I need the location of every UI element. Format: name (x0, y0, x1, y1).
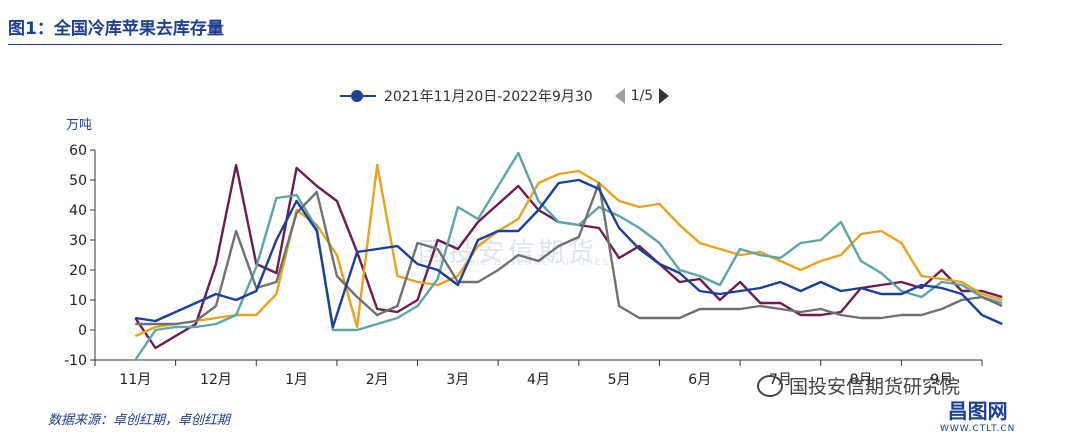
y-tick-label: 60 (69, 143, 87, 159)
y-tick-label: 20 (69, 263, 87, 279)
data-source-note: 数据来源：卓创红期，卓创红期 (48, 413, 231, 428)
x-tick-label: 3月 (446, 372, 469, 388)
x-tick-label: 6月 (688, 372, 711, 388)
x-tick-label: 8月 (850, 372, 873, 388)
site-logo-name: 昌图网 (947, 399, 1008, 423)
site-logo-url: WWW.CTLT.CN (940, 424, 1016, 434)
legend-series-label: 2021年11月20日-2022年9月30 (384, 89, 593, 105)
series-line-4 (134, 151, 1003, 361)
legend-series-marker (340, 89, 376, 103)
series-line-3 (134, 163, 1003, 338)
wechat-attribution: 国投安信期货研究院 (757, 372, 960, 399)
y-tick-label: 10 (69, 293, 87, 309)
legend-prev-icon[interactable] (614, 88, 625, 104)
wechat-icon (757, 374, 783, 397)
chart-legend: 2021年11月20日-2022年9月30 1/5 (340, 86, 670, 106)
x-tick-label: 9月 (930, 372, 953, 388)
x-tick-label: 12月 (200, 372, 232, 388)
watermark-subtext: SDIC ESSENCE FUTURES (460, 258, 611, 268)
title-divider (8, 44, 1002, 45)
legend-pager: 1/5 (614, 88, 670, 104)
x-tick-label: 1月 (285, 372, 308, 388)
x-tick-label: 11月 (119, 372, 151, 388)
legend-next-icon[interactable] (659, 88, 670, 104)
figure-title: 图1：全国冷库苹果去库存量 (8, 19, 224, 39)
series-line-5 (135, 181, 1003, 326)
y-axis-unit: 万吨 (66, 118, 93, 133)
site-logo: 昌图网 WWW.CTLT.CN (940, 395, 1015, 434)
y-tick-label: 0 (78, 323, 87, 339)
y-tick-label: 40 (69, 203, 87, 219)
series-line-1 (135, 178, 1003, 329)
series-line-2 (134, 163, 1003, 350)
x-tick-label: 2月 (366, 372, 389, 388)
x-tick-label: 4月 (527, 372, 550, 388)
y-tick-label: 30 (69, 233, 87, 249)
y-tick-label: -10 (64, 353, 87, 369)
legend-page-indicator: 1/5 (630, 88, 654, 104)
wechat-label: 国投安信期货研究院 (789, 376, 961, 398)
x-tick-label: 5月 (608, 372, 631, 388)
y-tick-label: 50 (69, 173, 87, 189)
